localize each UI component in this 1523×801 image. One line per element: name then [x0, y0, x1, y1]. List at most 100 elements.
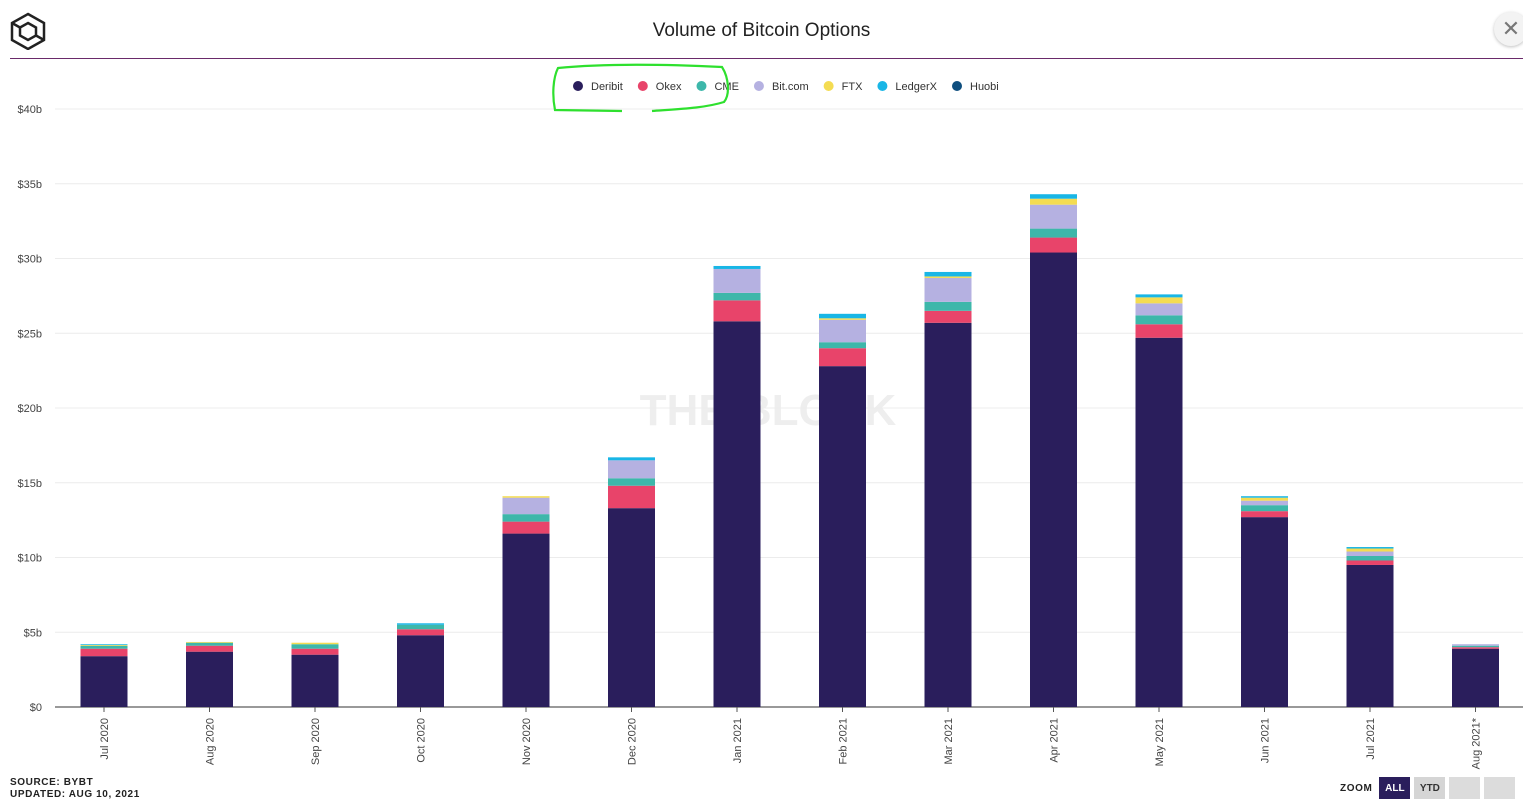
- legend-item: Huobi: [952, 81, 999, 93]
- chart-title: Volume of Bitcoin Options: [652, 20, 871, 41]
- x-tick-label: Jun 2021: [1260, 718, 1272, 763]
- bar-segment: [502, 497, 550, 515]
- legend-label: CME: [714, 81, 738, 93]
- y-axis: $0 $5b $10b $15b $20b $25b $30b $35b $40b: [18, 104, 42, 714]
- bar-stack: [819, 313, 866, 707]
- bar-segment: [502, 521, 550, 534]
- bar-stack: [924, 271, 972, 707]
- zoom-ytd-button[interactable]: YTD: [1414, 777, 1446, 799]
- bar-segment: [819, 366, 866, 707]
- bar-segment: [608, 485, 655, 509]
- bar-segment: [924, 271, 972, 277]
- legend-item: Deribit: [573, 81, 623, 93]
- x-tick-label: May 2021: [1154, 718, 1166, 766]
- hand-drawn-highlight: [552, 63, 729, 113]
- x-tick-label: Oct 2020: [416, 718, 428, 763]
- x-tick-label: Aug 2020: [205, 718, 217, 765]
- bar-segment: [80, 656, 128, 707]
- bar-segment: [80, 645, 128, 649]
- legend-label: LedgerX: [895, 81, 937, 93]
- bar-segment: [1135, 315, 1183, 325]
- bar-segment: [1346, 548, 1394, 552]
- bar-segment: [1030, 237, 1077, 253]
- x-tick-label: Jan 2021: [732, 718, 744, 763]
- bar-segment: [1241, 517, 1288, 707]
- bar-stack: [1452, 644, 1499, 707]
- bar-segment: [1346, 547, 1394, 549]
- bar-segment: [1452, 645, 1499, 648]
- bar-segment: [1346, 551, 1394, 557]
- zoom-controls: ZOOM ALL YTD: [1340, 777, 1516, 799]
- x-tick-label: Feb 2021: [838, 718, 850, 764]
- bar-stack: [1346, 547, 1394, 707]
- zoom-label: ZOOM: [1340, 782, 1373, 794]
- x-tick-label: Jul 2020: [99, 718, 111, 760]
- bar-segment: [819, 348, 866, 367]
- close-button[interactable]: ✕: [1494, 12, 1523, 46]
- bar-stack: [1030, 194, 1077, 707]
- bar-segment: [819, 313, 866, 319]
- bar-segment: [291, 654, 339, 707]
- bar-segment: [397, 623, 444, 625]
- bar-segment: [502, 514, 550, 522]
- y-tick-label: $5b: [24, 627, 42, 639]
- y-tick-label: $20b: [18, 403, 42, 415]
- bar-segment: [1346, 560, 1394, 565]
- legend-marker: [823, 81, 834, 91]
- y-tick-label: $30b: [18, 254, 42, 266]
- bar-stack: [608, 457, 655, 707]
- bar-segment: [1346, 564, 1394, 707]
- bar-segment: [397, 629, 444, 636]
- bar-segment: [80, 648, 128, 657]
- bar-segment: [713, 265, 761, 269]
- legend-item: Bit.com: [753, 81, 809, 93]
- bar-segment: [1030, 228, 1077, 238]
- bar-segment: [397, 635, 444, 707]
- bar-segment: [924, 301, 972, 311]
- bar-stack: [186, 641, 233, 707]
- bar-segment: [291, 648, 339, 655]
- zoom-extra-button-2[interactable]: [1484, 777, 1516, 799]
- bar-segment: [397, 624, 444, 630]
- footer: SOURCE: BYBT UPDATED: AUG 10, 2021: [10, 777, 140, 801]
- x-tick-label: Dec 2020: [627, 718, 639, 765]
- zoom-extra-button-1[interactable]: [1449, 777, 1481, 799]
- source-text: SOURCE: BYBT: [10, 777, 94, 788]
- legend-marker: [696, 81, 707, 91]
- bar-segment: [608, 460, 655, 479]
- bar-segment: [713, 268, 761, 293]
- y-tick-label: $15b: [18, 478, 42, 490]
- bar-segment: [291, 642, 339, 645]
- bar-segment: [80, 644, 128, 646]
- header-divider: [10, 58, 1523, 59]
- bar-segment: [186, 651, 233, 707]
- legend-label: FTX: [842, 81, 863, 93]
- bitcoin-options-chart: THE BLOCK $0$5b$10b$15b$20b$25b$30b$35b$…: [18, 63, 1523, 769]
- bar-segment: [924, 310, 972, 323]
- y-tick-label: $40b: [18, 104, 42, 116]
- x-tick-label: Aug 2021*: [1471, 717, 1483, 769]
- bar-stack: [1241, 496, 1288, 707]
- bar-segment: [924, 322, 972, 707]
- bar-segment: [819, 318, 866, 320]
- x-tick-label: Nov 2020: [521, 718, 533, 765]
- bar-stack: [80, 644, 128, 707]
- bar-segment: [819, 342, 866, 349]
- bar-segment: [1452, 648, 1499, 707]
- bar-segment: [186, 641, 233, 643]
- bar-segment: [1452, 647, 1499, 649]
- legend-item: CME: [696, 81, 739, 93]
- bar-segment: [713, 300, 761, 322]
- bar-segment: [1241, 497, 1288, 501]
- y-tick-label: $10b: [18, 553, 42, 565]
- legend-marker: [952, 81, 962, 91]
- zoom-all-button[interactable]: ALL: [1379, 777, 1411, 799]
- bars: [80, 194, 1499, 707]
- bar-segment: [1135, 324, 1183, 338]
- x-tick-label: Sep 2020: [310, 718, 322, 765]
- legend-marker: [573, 81, 583, 91]
- bar-segment: [1241, 505, 1288, 512]
- bar-segment: [1135, 297, 1183, 304]
- bar-segment: [1135, 303, 1183, 316]
- bar-segment: [608, 508, 655, 707]
